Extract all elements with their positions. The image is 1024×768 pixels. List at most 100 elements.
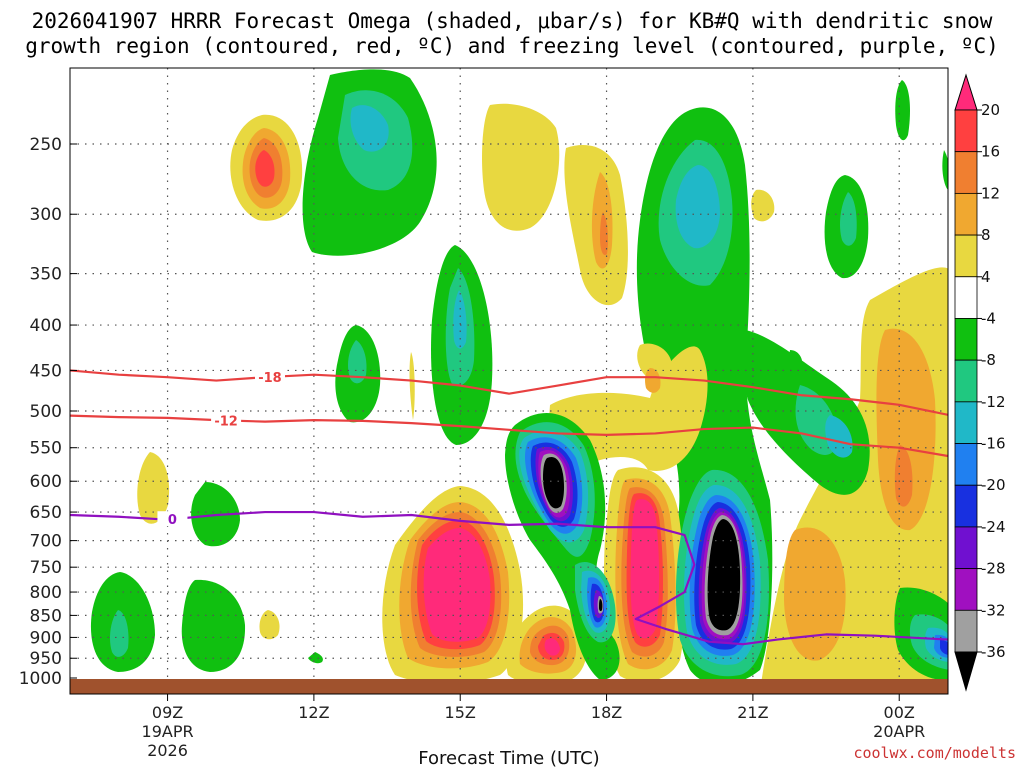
colorbar-bottom-arrow bbox=[954, 651, 978, 692]
omega-contour bbox=[599, 599, 603, 612]
colorbar-label: -28 bbox=[981, 560, 1006, 578]
omega-contour bbox=[482, 103, 560, 231]
omega-contour bbox=[110, 610, 129, 657]
colorbar-label: -16 bbox=[981, 435, 1006, 453]
omega-contour bbox=[409, 352, 415, 420]
colorbar-box bbox=[954, 359, 978, 403]
omega-field bbox=[90, 69, 948, 690]
y-tick-label: 350 bbox=[30, 265, 62, 285]
colorbar: 20 16 12 8 4 -4 -8 -12 -16 -20 -24 -28 -32 -36 bbox=[954, 73, 1006, 692]
colorbar-box bbox=[954, 192, 978, 236]
omega-contour bbox=[788, 350, 803, 372]
x-tick-year: 2026 bbox=[147, 741, 188, 760]
omega-contour bbox=[255, 150, 275, 187]
contour-label-bg bbox=[157, 511, 188, 527]
ground-bar bbox=[70, 679, 948, 694]
x-tick-date: 19APR bbox=[142, 722, 194, 741]
y-tick-label: 500 bbox=[30, 402, 62, 422]
omega-contour bbox=[637, 343, 672, 382]
y-tick-label: 900 bbox=[30, 628, 62, 648]
contour-label: -12 bbox=[214, 414, 238, 429]
colorbar-box bbox=[954, 151, 978, 194]
colorbar-box bbox=[954, 318, 978, 361]
colorbar-box bbox=[954, 109, 978, 153]
colorbar-label: -12 bbox=[981, 393, 1006, 411]
contour-label: -18 bbox=[258, 371, 282, 386]
y-tick-label: 850 bbox=[30, 606, 62, 626]
omega-contour bbox=[825, 415, 853, 458]
credit-text: coolwx.com/modelts bbox=[853, 744, 1016, 762]
omega-contour bbox=[940, 640, 948, 655]
x-tick-label: 21Z bbox=[737, 703, 768, 722]
x-axis-label: Forecast Time (UTC) bbox=[418, 748, 599, 768]
colorbar-label: -32 bbox=[981, 601, 1006, 619]
omega-contour bbox=[348, 340, 367, 384]
contour-label-bg bbox=[254, 368, 285, 384]
colorbar-label: -4 bbox=[981, 309, 996, 327]
colorbar-box bbox=[954, 568, 978, 611]
omega-contour bbox=[350, 105, 389, 152]
omega-contour bbox=[840, 192, 857, 246]
colorbar-box bbox=[954, 526, 978, 570]
omega-contour bbox=[259, 610, 280, 640]
colorbar-box bbox=[954, 443, 978, 486]
omega-contour bbox=[308, 652, 323, 664]
colorbar-box bbox=[954, 276, 978, 319]
x-tick-label: 09Z bbox=[152, 703, 183, 722]
x-tick-label: 18Z bbox=[591, 703, 622, 722]
colorbar-box bbox=[954, 484, 978, 528]
omega-contour bbox=[784, 527, 846, 661]
omega-contour bbox=[600, 212, 608, 256]
x-tick-label: 00Z bbox=[884, 703, 915, 722]
chart-title-line2: growth region (contoured, red, ºC) and f… bbox=[25, 34, 999, 58]
colorbar-label: 8 bbox=[981, 226, 991, 244]
plot-frame bbox=[69, 67, 949, 695]
omega-contour bbox=[675, 165, 720, 249]
omega-contour bbox=[645, 368, 661, 393]
omega-contour bbox=[942, 150, 948, 190]
colorbar-label: 12 bbox=[981, 184, 1000, 202]
colorbar-label: -8 bbox=[981, 351, 996, 369]
colorbar-label: -20 bbox=[981, 476, 1006, 494]
x-tick-label: 12Z bbox=[298, 703, 329, 722]
colorbar-label: -36 bbox=[981, 643, 1006, 661]
omega-contour bbox=[894, 445, 913, 507]
chart-title-line1: 2026041907 HRRR Forecast Omega (shaded, … bbox=[32, 9, 993, 33]
colorbar-top-arrow bbox=[954, 73, 978, 111]
colorbar-box bbox=[954, 401, 978, 444]
colorbar-label: 4 bbox=[981, 268, 991, 286]
omega-contour bbox=[751, 189, 775, 222]
y-tick-label: 1000 bbox=[19, 669, 62, 689]
x-tick-date: 20APR bbox=[873, 722, 925, 741]
colorbar-box bbox=[954, 234, 978, 278]
omega-contour bbox=[137, 452, 170, 524]
colorbar-label: 20 bbox=[981, 101, 1000, 119]
y-tick-label: 250 bbox=[30, 135, 62, 155]
y-tick-label: 400 bbox=[30, 316, 62, 336]
y-tick-label: 700 bbox=[30, 532, 62, 552]
omega-contour bbox=[181, 579, 246, 672]
y-axis: 2503003504004505005506006507007508008509… bbox=[19, 135, 77, 689]
omega-contour bbox=[543, 456, 565, 509]
omega-contour bbox=[423, 528, 491, 642]
y-tick-label: 650 bbox=[30, 503, 62, 523]
omega-contour bbox=[895, 80, 910, 141]
contour-label: 0 bbox=[168, 513, 177, 528]
colorbar-box bbox=[954, 609, 978, 653]
omega-contour bbox=[630, 499, 660, 639]
y-tick-label: 950 bbox=[30, 649, 62, 669]
omega-contour bbox=[453, 290, 467, 349]
y-tick-label: 450 bbox=[30, 361, 62, 381]
contour-label-bg bbox=[211, 412, 242, 428]
y-tick-label: 600 bbox=[30, 472, 62, 492]
y-tick-label: 750 bbox=[30, 558, 62, 578]
x-tick-label: 15Z bbox=[445, 703, 476, 722]
contour-line bbox=[70, 369, 948, 416]
omega-contour bbox=[707, 519, 741, 631]
colorbar-label: -24 bbox=[981, 518, 1006, 536]
omega-contour bbox=[544, 638, 560, 656]
colorbar-label: 16 bbox=[981, 143, 1000, 161]
temperature-contours: -18 -12 0 bbox=[70, 368, 948, 646]
